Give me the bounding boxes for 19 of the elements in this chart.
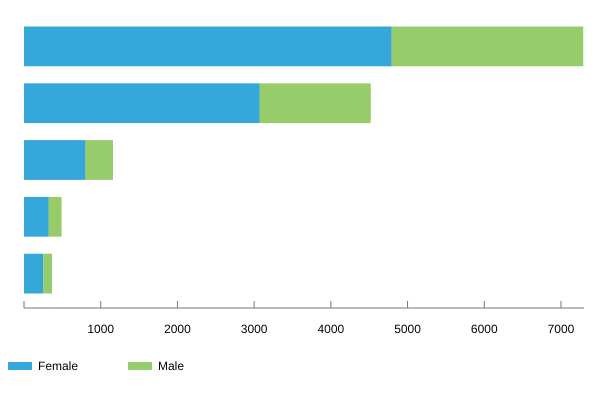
legend-label: Male [158, 359, 184, 373]
bar [24, 83, 260, 124]
bar [391, 26, 584, 66]
bar [260, 83, 371, 124]
x-tick-label: 2000 [164, 322, 192, 336]
bar [24, 26, 392, 66]
x-tick-label: 7000 [548, 322, 575, 336]
bar [24, 254, 44, 294]
legend-label: Female [38, 359, 78, 373]
x-tick-label: 1000 [87, 322, 114, 336]
x-tick-label: 6000 [470, 322, 498, 336]
bar [43, 254, 52, 294]
bar [85, 140, 113, 180]
bar [48, 196, 62, 237]
x-tick-label: 3000 [240, 322, 268, 336]
x-tick-label: 5000 [394, 322, 422, 336]
bar [24, 196, 49, 237]
bar [24, 140, 86, 180]
x-tick-label: 4000 [318, 322, 345, 336]
